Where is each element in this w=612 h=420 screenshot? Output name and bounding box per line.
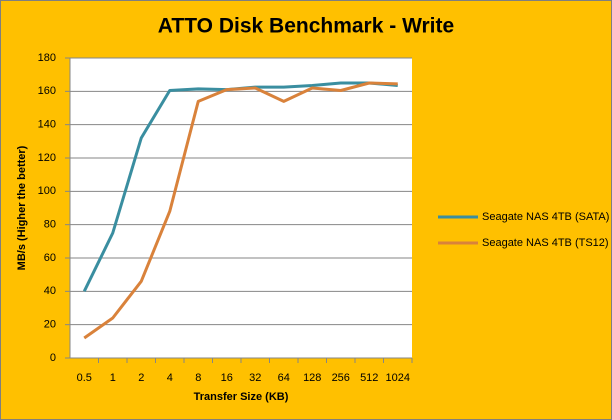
y-tick-label: 180 bbox=[38, 52, 56, 64]
y-axis-title: MB/s (Higher the better) bbox=[16, 145, 28, 270]
legend-label: Seagate NAS 4TB (SATA) bbox=[482, 211, 609, 223]
y-tick-label: 40 bbox=[44, 285, 56, 297]
y-tick-label: 140 bbox=[38, 119, 56, 131]
x-tick-label: 4 bbox=[167, 372, 173, 384]
y-tick-label: 100 bbox=[38, 185, 56, 197]
series-line bbox=[83, 81, 398, 340]
x-tick-label: 256 bbox=[332, 372, 350, 384]
x-tick-label: 0.5 bbox=[77, 372, 92, 384]
y-tick-label: 120 bbox=[38, 152, 56, 164]
y-tick-label: 20 bbox=[44, 319, 56, 331]
y-tick-label: 160 bbox=[38, 85, 56, 97]
y-tick-label: 80 bbox=[44, 219, 56, 231]
x-tick-label: 8 bbox=[195, 372, 201, 384]
x-tick-label: 512 bbox=[360, 372, 378, 384]
legend-label: Seagate NAS 4TB (TS12) bbox=[482, 237, 609, 249]
x-tick-label: 64 bbox=[278, 372, 290, 384]
chart-title: ATTO Disk Benchmark - Write bbox=[158, 15, 454, 38]
x-axis-title: Transfer Size (KB) bbox=[194, 391, 289, 403]
x-tick-label: 1024 bbox=[386, 372, 410, 384]
x-tick-label: 1 bbox=[110, 372, 116, 384]
y-tick-label: 0 bbox=[50, 352, 56, 364]
x-tick-label: 2 bbox=[138, 372, 144, 384]
x-tick-label: 16 bbox=[221, 372, 233, 384]
y-tick-label: 60 bbox=[44, 252, 56, 264]
x-tick-label: 32 bbox=[249, 372, 261, 384]
x-tick-label: 128 bbox=[303, 372, 321, 384]
plot-area bbox=[70, 58, 412, 358]
